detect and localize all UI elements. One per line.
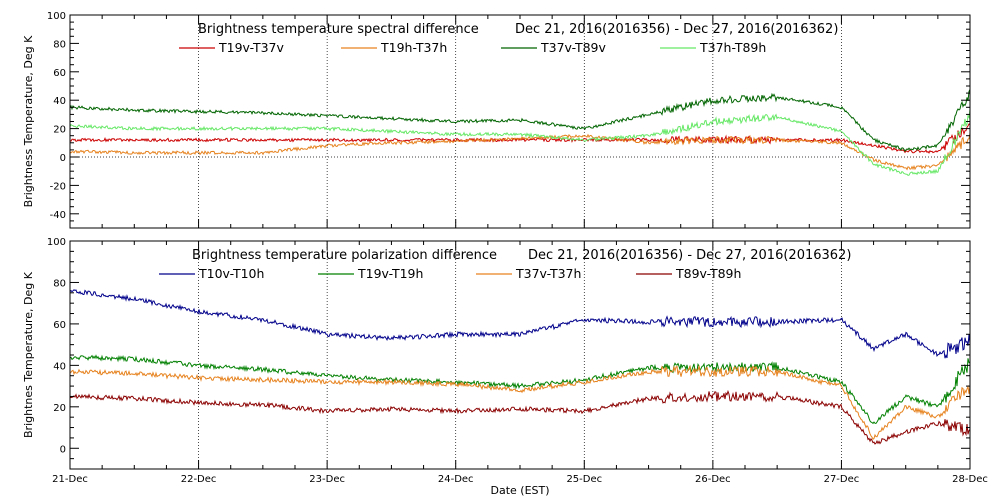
series-line-T37v-T37h: [69, 364, 971, 440]
series-line-T19v-T19h: [69, 354, 971, 425]
series-line-T37h-T89h: [69, 109, 971, 176]
legend-label: T89v-T89h: [675, 266, 741, 281]
y-tick-label: 0: [60, 153, 66, 164]
legend-label: T19h-T37h: [380, 40, 447, 55]
y-tick-label: 40: [53, 361, 66, 372]
legend-label: T37h-T89h: [699, 40, 766, 55]
y-tick-label: -20: [50, 181, 66, 192]
y-axis-label: Brightness Temperature, Deg K: [22, 35, 35, 207]
chart-title: Brightness temperature spectral differen…: [198, 22, 479, 37]
series-line-T10v-T10h: [69, 289, 971, 359]
legend-label: T37v-T37h: [515, 266, 581, 281]
series-line-T89v-T89h: [69, 389, 971, 445]
legend-label: T19v-T19h: [357, 266, 423, 281]
y-tick-label: 80: [53, 39, 66, 50]
x-tick-label: 26-Dec: [695, 474, 731, 485]
date-range: Dec 21, 2016(2016356) - Dec 27, 2016(201…: [515, 22, 838, 37]
y-tick-label: 20: [53, 125, 66, 136]
x-tick-label: 21-Dec: [52, 474, 88, 485]
x-tick-label: 27-Dec: [824, 474, 860, 485]
y-tick-label: 100: [47, 237, 66, 248]
y-tick-label: 80: [53, 278, 66, 289]
legend-label: T10v-T10h: [198, 266, 264, 281]
x-tick-label: 23-Dec: [309, 474, 345, 485]
y-axis-label: Brightnes Temperature, Deg K: [22, 271, 35, 438]
y-tick-label: 40: [53, 96, 66, 107]
y-tick-label: 60: [53, 68, 66, 79]
chart-title: Brightness temperature polarization diff…: [192, 248, 497, 263]
x-tick-label: 22-Dec: [181, 474, 217, 485]
y-tick-label: 20: [53, 403, 66, 414]
x-tick-label: 28-Dec: [952, 474, 988, 485]
date-range: Dec 21, 2016(2016356) - Dec 27, 2016(201…: [528, 248, 851, 263]
x-axis-label: Date (EST): [490, 484, 549, 497]
y-tick-label: 100: [47, 11, 66, 22]
spectral-difference-panel: -40 -20 0 20 40 60 80 100 Brightness Temperature…: [22, 11, 971, 229]
y-tick-label: 0: [60, 444, 66, 455]
x-tick-label: 24-Dec: [438, 474, 474, 485]
series-line-T37v-T89v: [69, 89, 971, 152]
y-tick-label: -40: [50, 210, 66, 221]
series-line-T19h-T37h: [69, 133, 971, 171]
y-tick-label: 60: [53, 320, 66, 331]
polarization-difference-panel: 0 20 40 60 80 100 21-Dec 22-Dec 23-Dec 24-Dec 25-D…: [22, 237, 988, 485]
legend-label: T37v-T89v: [540, 40, 607, 55]
legend-label: T19v-T37v: [218, 40, 285, 55]
x-tick-label: 25-Dec: [566, 474, 602, 485]
